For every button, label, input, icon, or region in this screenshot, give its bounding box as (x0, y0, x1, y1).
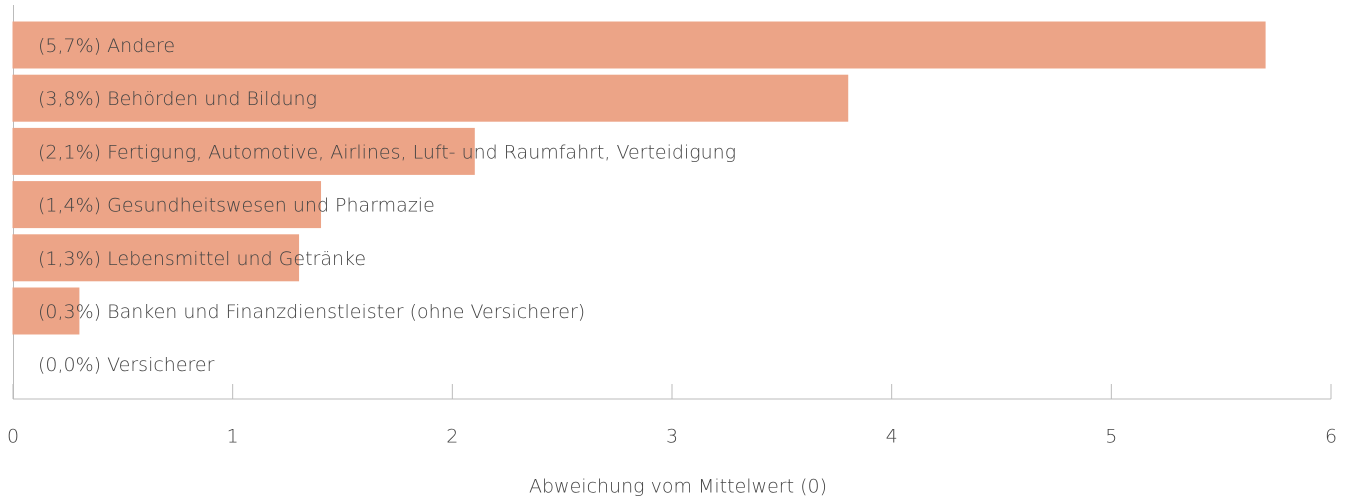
value-label: (3,8%) (38, 88, 101, 110)
bar-label: (1,3%) Lebensmittel und Getränke (38, 247, 366, 269)
value-label: (0,3%) (38, 301, 101, 323)
bar (12, 127, 475, 175)
x-tick-label: 5 (1105, 426, 1117, 448)
value-label: (1,4%) (38, 194, 101, 216)
bar-label: (1,4%) Gesundheitswesen und Pharmazie (38, 194, 435, 216)
value-label: (0,0%) (38, 354, 101, 376)
bar-label: (2,1%) Fertigung, Automotive, Airlines, … (38, 141, 736, 163)
category-label: Fertigung, Automotive, Airlines, Luft- u… (107, 141, 736, 163)
bar (12, 74, 849, 122)
value-label: (1,3%) (38, 247, 101, 269)
x-tick-label: 4 (886, 426, 898, 448)
bar (12, 181, 322, 229)
x-tick-label: 6 (1325, 426, 1337, 448)
bar (12, 287, 80, 335)
bar-label: (5,7%) Andere (38, 35, 175, 57)
x-tick-label: 0 (7, 426, 19, 448)
x-tick-label: 3 (666, 426, 678, 448)
value-label: (5,7%) (38, 35, 101, 57)
category-label: Andere (107, 35, 175, 57)
bar-label: (0,0%) Versicherer (38, 354, 215, 376)
bar-label: (3,8%) Behörden und Bildung (38, 88, 317, 110)
bar (12, 21, 1266, 69)
category-label: Lebensmittel und Getränke (107, 247, 366, 269)
bar-label: (0,3%) Banken und Finanzdienstleister (o… (38, 301, 585, 323)
x-tick-label: 2 (446, 426, 458, 448)
category-label: Behörden und Bildung (107, 88, 317, 110)
bar (12, 234, 300, 282)
x-tick-label: 1 (227, 426, 239, 448)
category-label: Gesundheitswesen und Pharmazie (107, 194, 435, 216)
category-label: Versicherer (107, 354, 214, 376)
value-label: (2,1%) (38, 141, 101, 163)
category-label: Banken und Finanzdienstleister (ohne Ver… (107, 301, 585, 323)
x-axis-label: Abweichung vom Mittelwert (0) (529, 476, 827, 498)
